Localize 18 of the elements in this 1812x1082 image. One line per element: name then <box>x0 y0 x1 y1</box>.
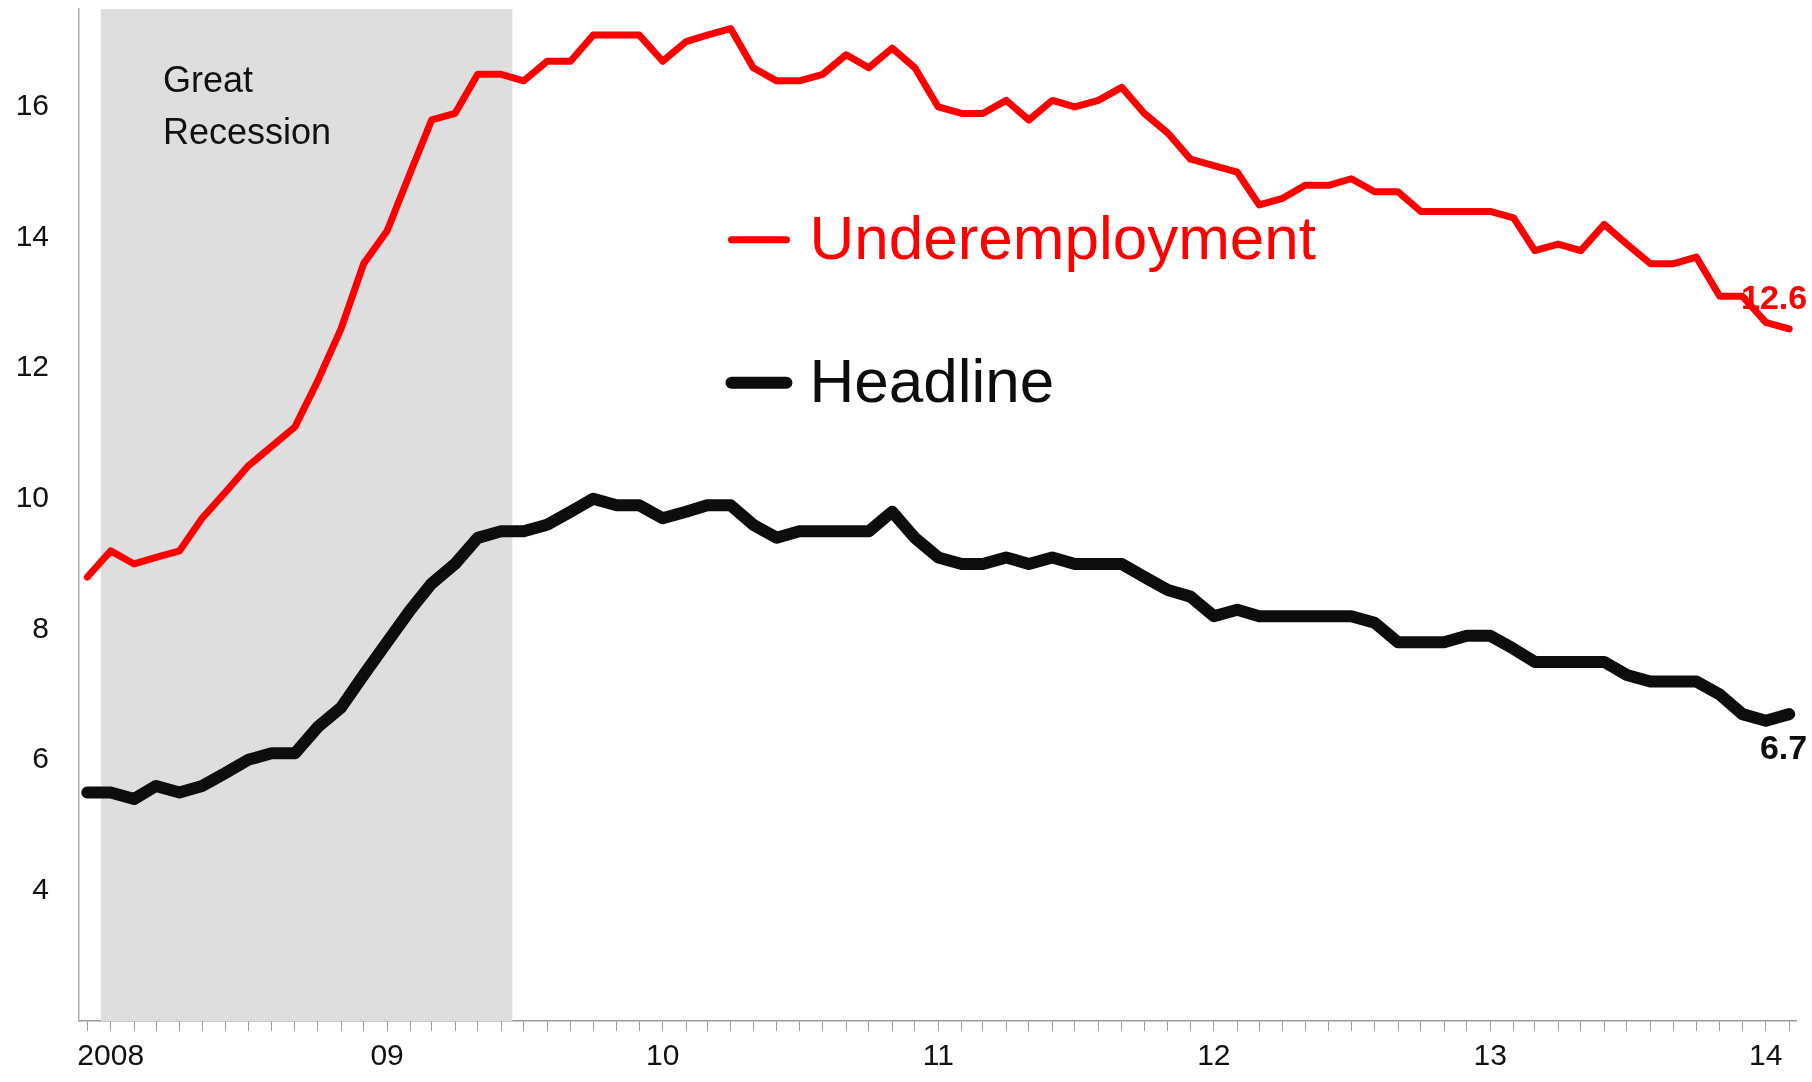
y-tick-label: 8 <box>32 610 49 644</box>
y-tick-label: 14 <box>15 218 49 252</box>
legend-label: Underemployment <box>809 202 1317 272</box>
y-tick-label: 16 <box>15 88 49 122</box>
y-tick-label: 12 <box>15 349 49 383</box>
x-tick-label: 12 <box>1197 1038 1231 1072</box>
data-label: 6.7 <box>1759 727 1808 766</box>
y-tick-label: 6 <box>32 741 49 775</box>
x-tick-label: 11 <box>922 1038 954 1072</box>
y-tick-label: 4 <box>32 871 49 905</box>
x-tick-label: 13 <box>1473 1038 1507 1072</box>
x-tick-label: 14 <box>1749 1038 1783 1072</box>
legend-label: Headline <box>809 345 1055 415</box>
x-tick-label: 2008 <box>77 1038 145 1072</box>
x-tick-label: 09 <box>370 1038 404 1072</box>
x-tick-label: 10 <box>645 1038 680 1072</box>
y-tick-label: 10 <box>15 479 49 513</box>
band-label: Great Recession <box>162 58 331 152</box>
